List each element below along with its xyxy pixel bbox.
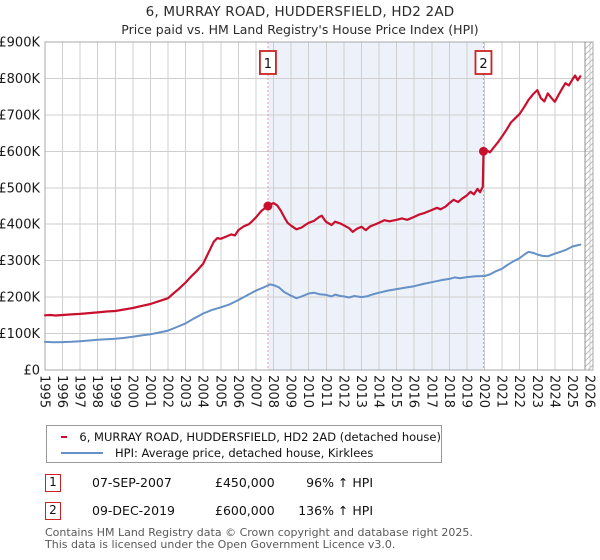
svg-text:2000: 2000 xyxy=(124,375,139,408)
sale-2-date: 09-DEC-2019 xyxy=(92,503,175,518)
sale-annotation-2: 2 09-DEC-2019 £600,000 136% ↑ HPI xyxy=(0,502,600,520)
sale-annotation-1: 1 07-SEP-2007 £450,000 96% ↑ HPI xyxy=(0,474,600,492)
svg-text:2022: 2022 xyxy=(511,375,526,408)
svg-text:2025: 2025 xyxy=(564,375,579,408)
svg-text:£200K: £200K xyxy=(0,291,40,306)
sale-2-number-badge: 2 xyxy=(45,502,61,520)
svg-text:1998: 1998 xyxy=(89,375,104,408)
svg-text:£0: £0 xyxy=(23,364,40,379)
sale-marker-flag-2 xyxy=(474,50,493,75)
sale-marker-dot-2 xyxy=(478,146,488,156)
sale-1-price: £450,000 xyxy=(215,475,275,490)
svg-text:2015: 2015 xyxy=(388,375,403,408)
svg-text:2011: 2011 xyxy=(318,375,333,408)
sale-2-hpi-delta: 136% ↑ HPI xyxy=(298,503,373,518)
svg-text:£300K: £300K xyxy=(0,254,40,269)
svg-text:2018: 2018 xyxy=(441,375,456,408)
price-chart: 1 2 £0 £100K £200K £300K £400K £500K £600K £700K £… xyxy=(0,36,596,409)
svg-text:2001: 2001 xyxy=(142,375,157,408)
svg-text:2023: 2023 xyxy=(529,375,544,408)
svg-text:£100K: £100K xyxy=(0,327,40,342)
svg-text:2: 2 xyxy=(479,57,487,72)
svg-text:2026: 2026 xyxy=(581,375,596,408)
svg-text:£600K: £600K xyxy=(0,145,40,160)
svg-text:1: 1 xyxy=(264,57,272,72)
svg-text:2017: 2017 xyxy=(423,375,438,408)
legend-item-hpi: HPI: Average price, detached house, Kirk… xyxy=(47,445,441,461)
svg-text:1995: 1995 xyxy=(37,375,52,408)
svg-text:2005: 2005 xyxy=(212,375,227,408)
svg-text:2020: 2020 xyxy=(476,375,491,408)
footer-line-1: Contains HM Land Registry data © Crown c… xyxy=(45,526,473,539)
svg-text:2024: 2024 xyxy=(546,375,561,408)
svg-text:2009: 2009 xyxy=(283,375,298,408)
svg-text:2012: 2012 xyxy=(335,375,350,408)
chart-title: 6, MURRAY ROAD, HUDDERSFIELD, HD2 2AD xyxy=(145,4,455,20)
svg-text:2013: 2013 xyxy=(353,375,368,408)
svg-text:£400K: £400K xyxy=(0,218,40,233)
svg-text:2008: 2008 xyxy=(265,375,280,408)
svg-text:2019: 2019 xyxy=(458,375,473,408)
legend-line-red xyxy=(61,436,68,438)
chart-legend: 6, MURRAY ROAD, HUDDERSFIELD, HD2 2AD (d… xyxy=(46,425,442,463)
legend-label-property: 6, MURRAY ROAD, HUDDERSFIELD, HD2 2AD (d… xyxy=(79,430,441,444)
svg-text:£500K: £500K xyxy=(0,181,40,196)
svg-text:2007: 2007 xyxy=(247,375,262,408)
svg-text:£800K: £800K xyxy=(0,72,40,87)
sale-2-price: £600,000 xyxy=(215,503,275,518)
svg-text:2004: 2004 xyxy=(195,375,210,408)
sale-marker-dot-1 xyxy=(263,201,273,211)
footer-line-2: This data is licensed under the Open Gov… xyxy=(45,538,396,551)
chart-subtitle: Price paid vs. HM Land Registry's House … xyxy=(121,22,479,37)
sale-1-hpi-delta: 96% ↑ HPI xyxy=(306,475,373,490)
legend-label-hpi: HPI: Average price, detached house, Kirk… xyxy=(115,446,374,460)
sale-marker-flag-1 xyxy=(259,50,277,75)
legend-line-blue xyxy=(61,452,103,454)
svg-text:2003: 2003 xyxy=(177,375,192,408)
sale-1-number-badge: 1 xyxy=(45,474,61,492)
svg-text:2002: 2002 xyxy=(160,375,175,408)
svg-text:1996: 1996 xyxy=(54,375,69,408)
svg-text:£700K: £700K xyxy=(0,108,40,123)
legend-item-property: 6, MURRAY ROAD, HUDDERSFIELD, HD2 2AD (d… xyxy=(47,429,441,445)
svg-text:2021: 2021 xyxy=(494,375,509,408)
copyright-footer: Contains HM Land Registry data © Crown c… xyxy=(45,527,585,551)
svg-text:1999: 1999 xyxy=(107,375,122,408)
svg-text:2016: 2016 xyxy=(406,375,421,408)
sale-1-date: 07-SEP-2007 xyxy=(92,475,172,490)
svg-text:£900K: £900K xyxy=(0,36,40,51)
svg-text:2014: 2014 xyxy=(371,375,386,408)
svg-text:2010: 2010 xyxy=(300,375,315,408)
svg-text:1997: 1997 xyxy=(72,375,87,408)
svg-text:2006: 2006 xyxy=(230,375,245,408)
